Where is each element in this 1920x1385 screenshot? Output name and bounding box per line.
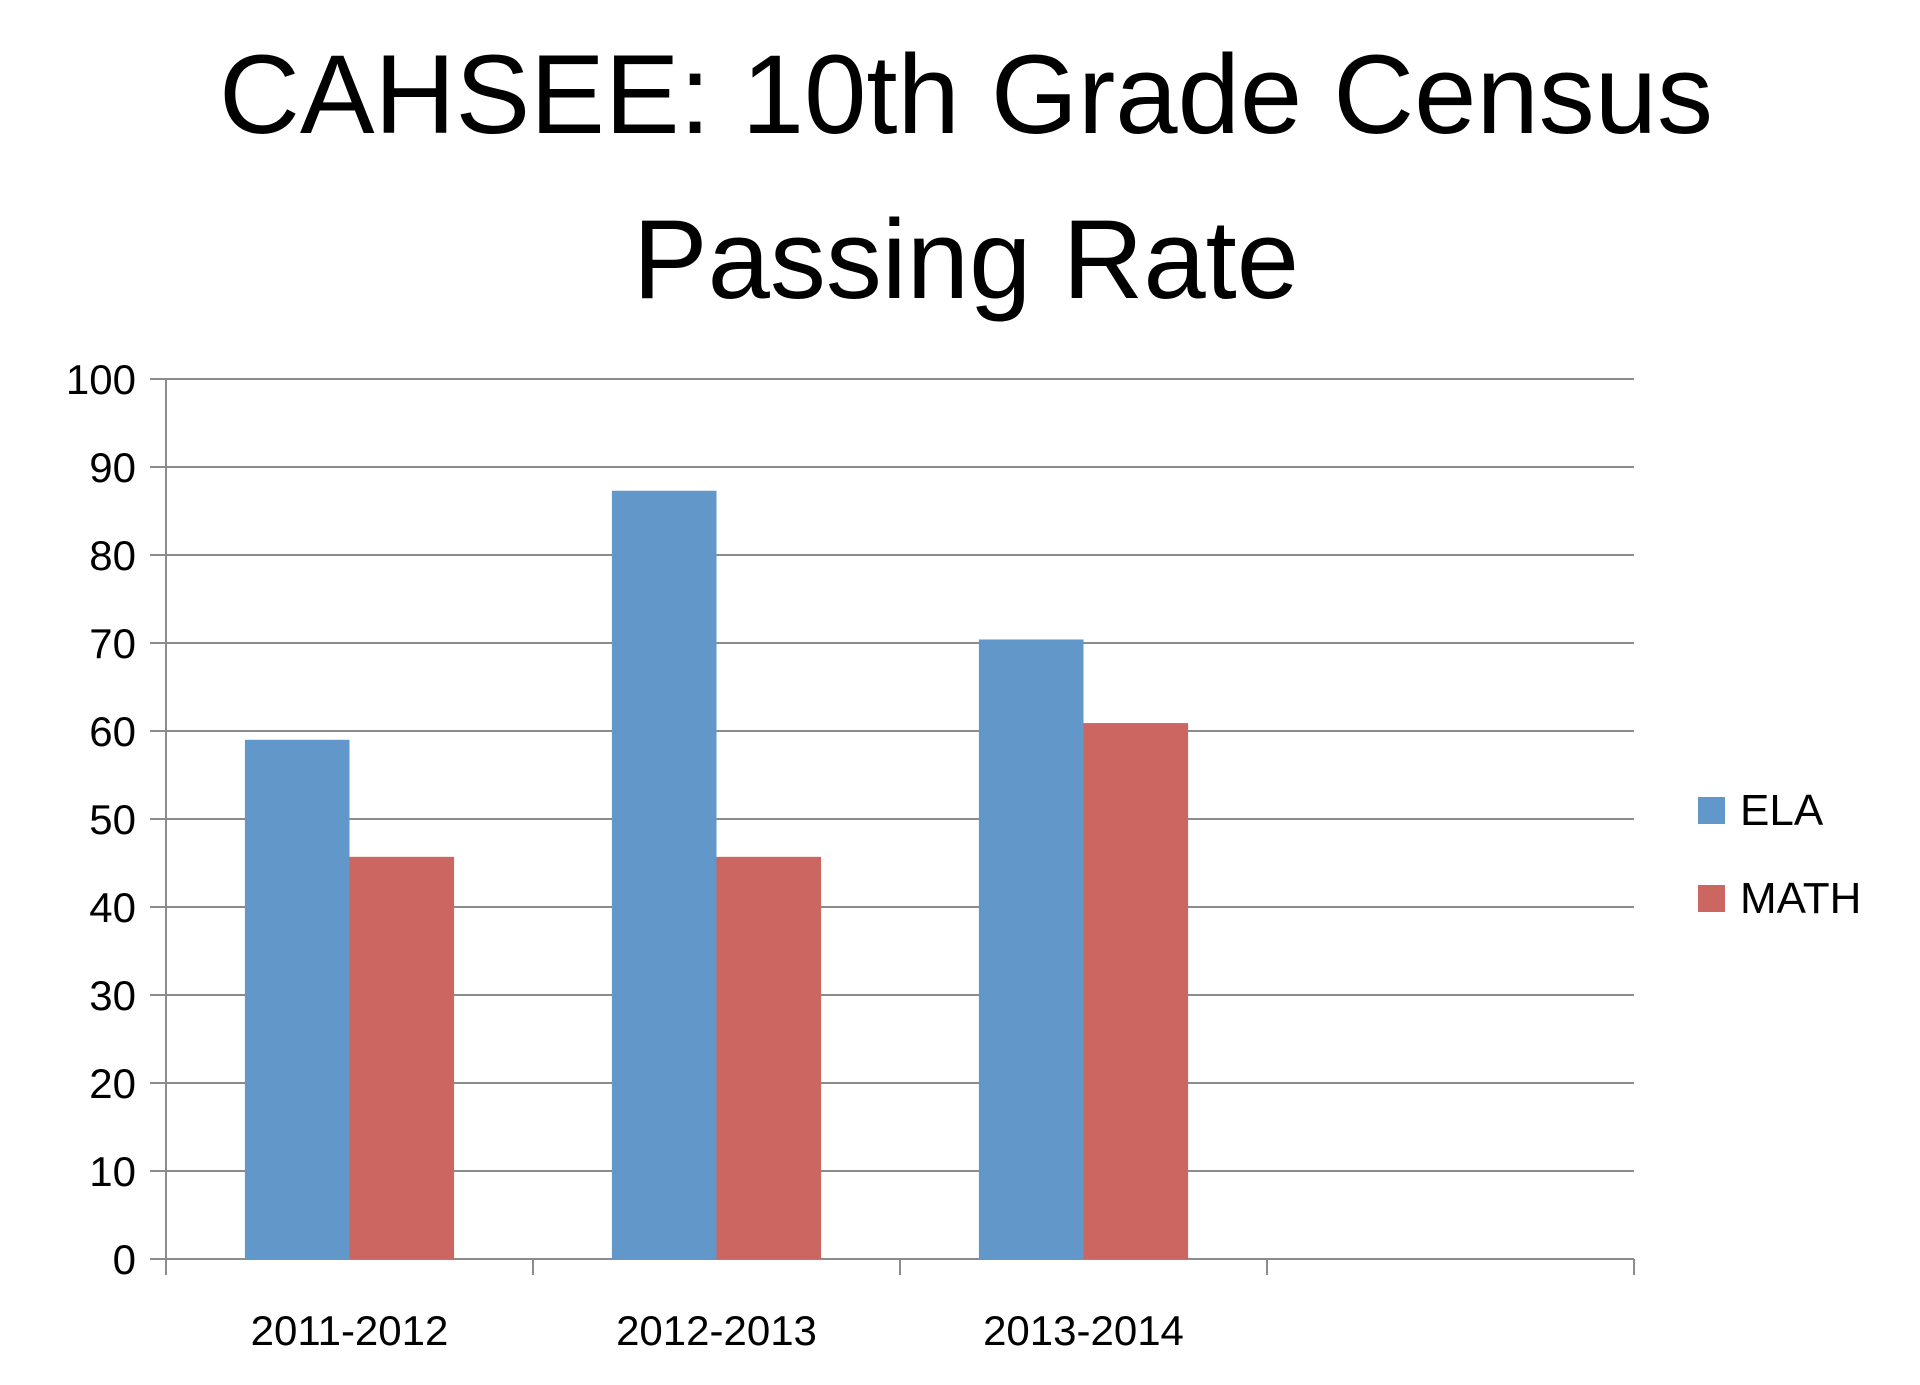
bar-ela-2013-2014 [978, 639, 1084, 1259]
legend-label-math: MATH [1740, 874, 1861, 923]
legend-swatch-ela [1698, 797, 1725, 824]
bar-math-2013-2014 [1083, 723, 1189, 1259]
y-tick-label: 90 [89, 444, 136, 491]
chart-title-line-2: Passing Rate [633, 197, 1299, 322]
legend-swatch-math [1698, 885, 1725, 912]
x-category-label: 2011-2012 [251, 1307, 449, 1354]
chart-title-line-1: CAHSEE: 10th Grade Census [219, 32, 1713, 157]
bars [244, 490, 1189, 1259]
y-tick-label: 0 [113, 1236, 136, 1283]
x-category-label: 2013-2014 [983, 1307, 1184, 1354]
legend-label-ela: ELA [1740, 786, 1824, 835]
y-tick-label: 10 [89, 1148, 136, 1195]
axes: 0 10 20 30 40 50 60 70 80 90 100 2011-2012 2012-2013… [66, 356, 1635, 1354]
y-tick-label: 60 [89, 708, 136, 755]
legend: ELA MATH [1698, 786, 1861, 923]
bar-math-2011-2012 [349, 856, 455, 1259]
y-tick-label: 30 [89, 972, 136, 1019]
y-tick-label: 20 [89, 1060, 136, 1107]
y-tick-label: 100 [66, 356, 136, 403]
y-tick-label: 80 [89, 532, 136, 579]
bar-ela-2011-2012 [244, 739, 350, 1259]
y-tick-label: 50 [89, 796, 136, 843]
bar-ela-2012-2013 [611, 490, 717, 1259]
bar-math-2012-2013 [716, 856, 822, 1259]
y-tick-label: 40 [89, 884, 136, 931]
y-tick-label: 70 [89, 620, 136, 667]
x-category-label: 2012-2013 [616, 1307, 817, 1354]
